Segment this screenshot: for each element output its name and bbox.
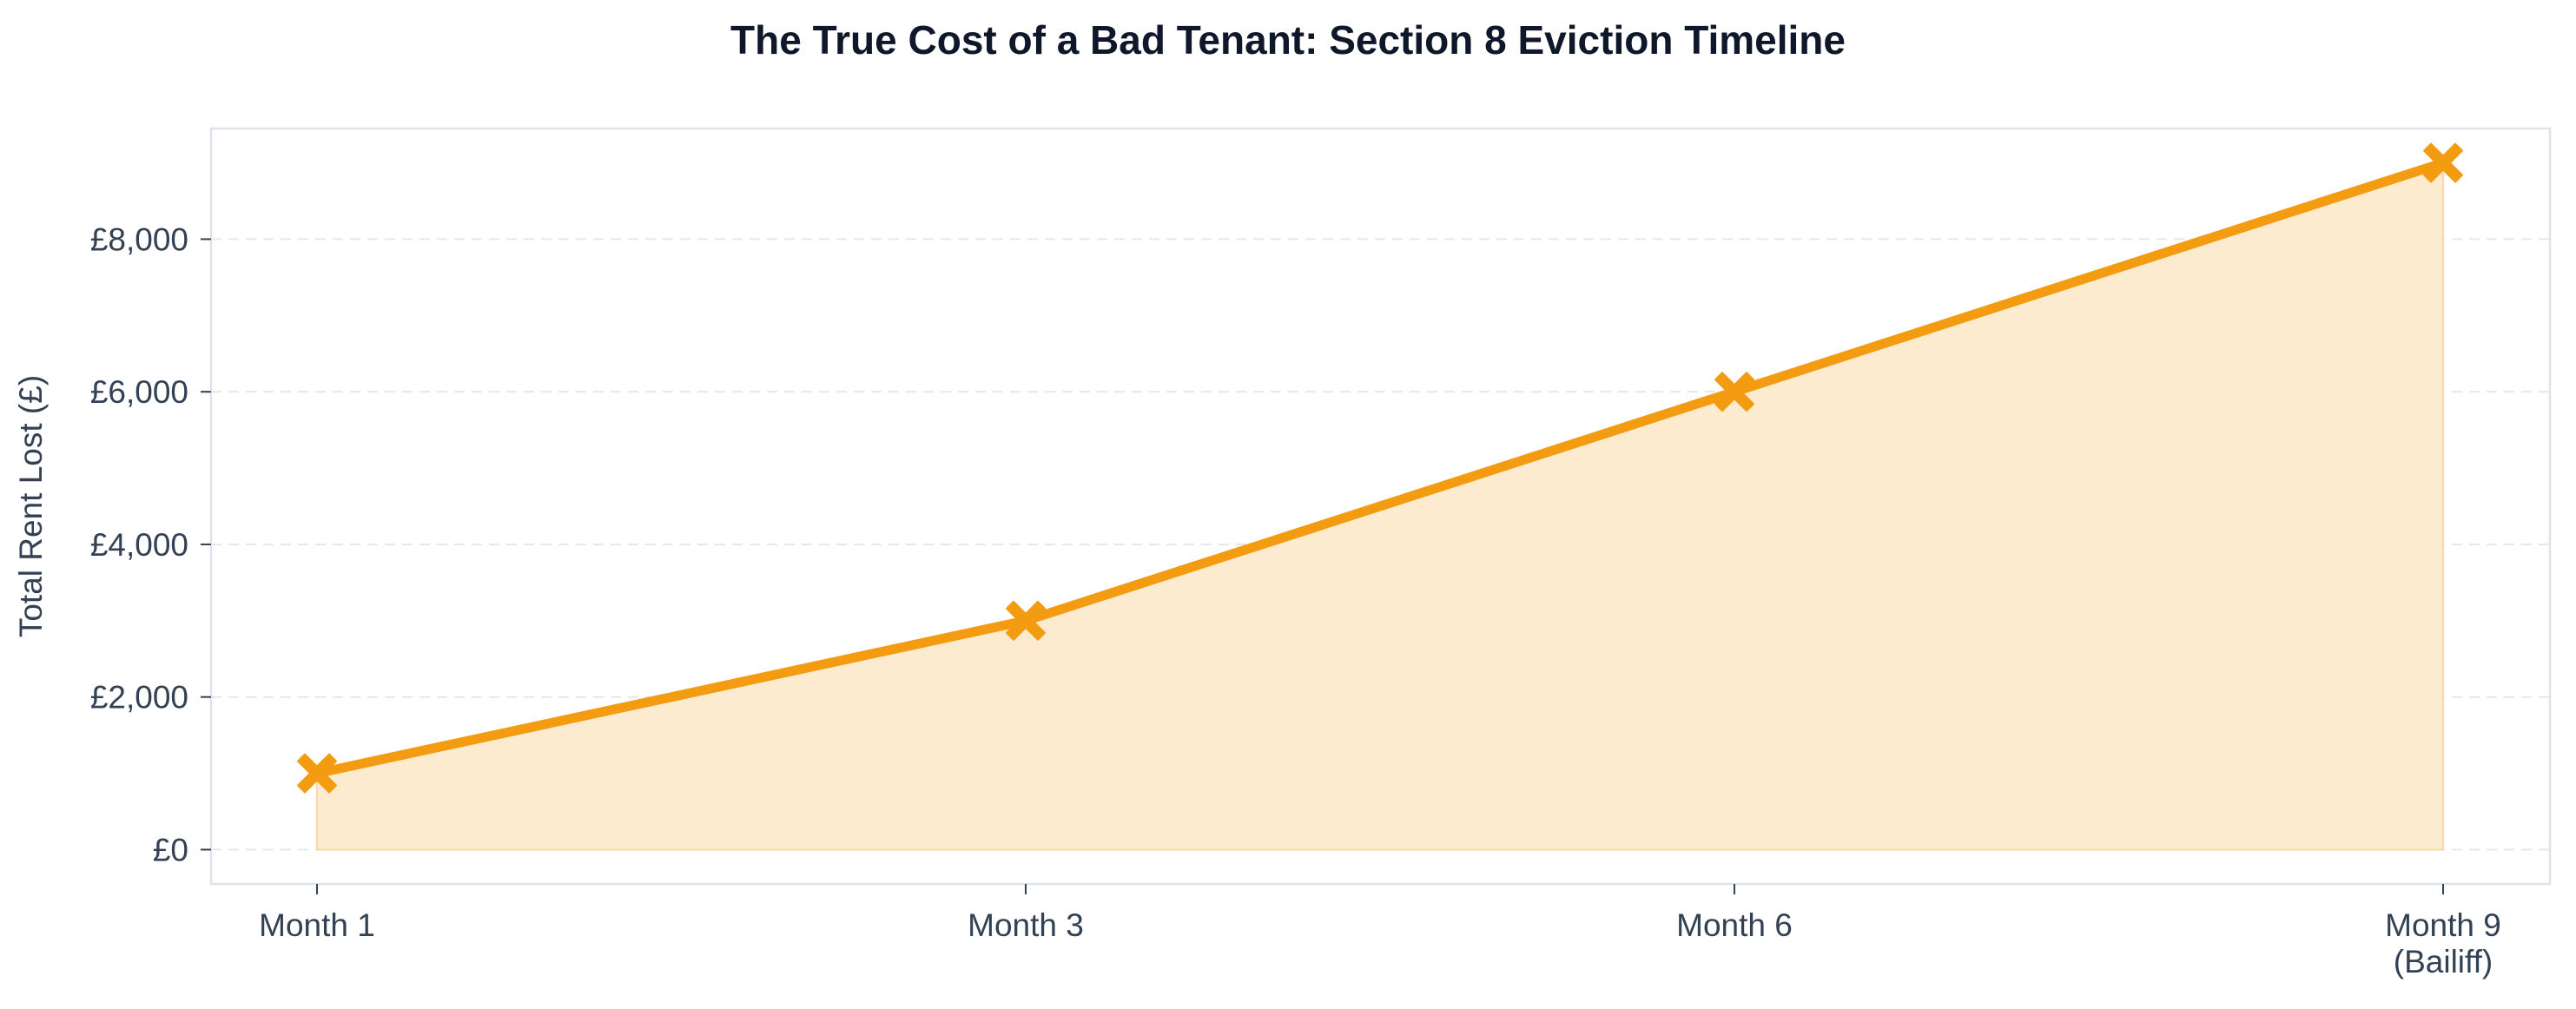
- data-point-marker-0: [297, 753, 337, 794]
- plot-border: [209, 127, 2552, 886]
- x-axis-ticks: Month 1 Month 3 Month 6 Month 9 (Bailiff): [259, 884, 2501, 979]
- plot-frame: [209, 127, 2552, 886]
- data-point-markers: [297, 142, 2463, 794]
- y-tick-label-4: £8,000: [90, 221, 188, 257]
- series-line-layer: [312, 158, 2448, 779]
- y-tick-label-1: £2,000: [90, 680, 188, 716]
- x-tick-label-3: Month 9 (Bailiff): [2385, 907, 2501, 979]
- y-tick-label-3: £6,000: [90, 374, 188, 410]
- y-tick-label-0: £0: [153, 832, 188, 867]
- y-axis-label: Total Rent Lost (£): [13, 375, 49, 637]
- series-line: [312, 158, 2448, 779]
- data-point-marker-2: [1714, 372, 1754, 412]
- data-point-marker-3: [2423, 142, 2463, 183]
- chart-title: The True Cost of a Bad Tenant: Section 8…: [730, 17, 1846, 63]
- y-axis-ticks: £0 £2,000 £4,000 £6,000 £8,000: [90, 221, 211, 867]
- x-tick-label-2: Month 6: [1676, 907, 1793, 943]
- data-point-marker-1: [1006, 600, 1046, 641]
- y-tick-label-2: £4,000: [90, 527, 188, 563]
- x-tick-label-0: Month 1: [259, 907, 375, 943]
- x-tick-label-1: Month 3: [968, 907, 1084, 943]
